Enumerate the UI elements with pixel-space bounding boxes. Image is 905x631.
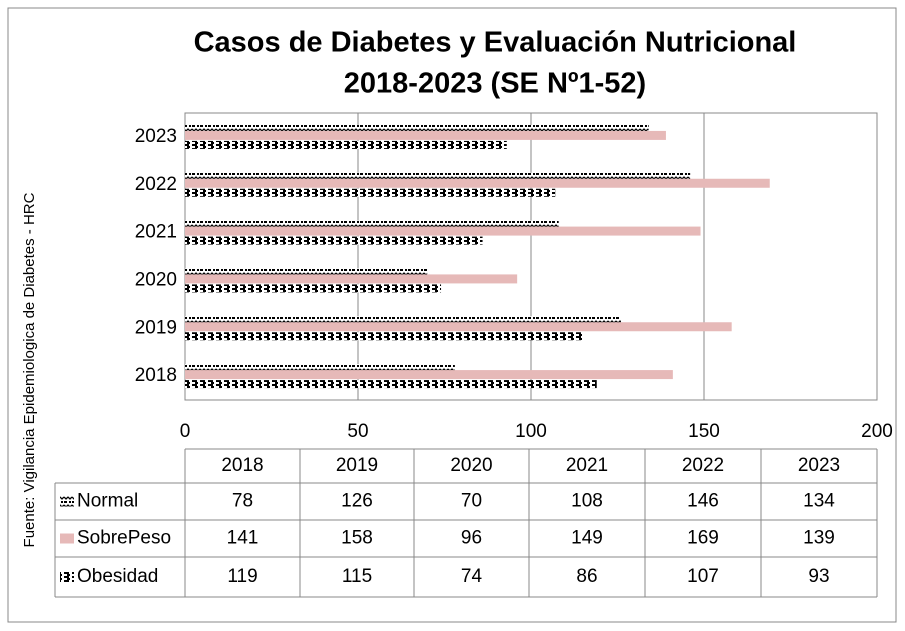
table-cell: 158 bbox=[341, 528, 373, 549]
table-header: 2023 bbox=[798, 455, 840, 476]
legend-key bbox=[60, 572, 74, 582]
bar bbox=[185, 380, 597, 389]
table-header: 2022 bbox=[682, 455, 724, 476]
table-header: 2018 bbox=[221, 455, 263, 476]
table-cell: 169 bbox=[687, 528, 719, 549]
table-cell: 86 bbox=[576, 566, 597, 587]
chart-title: 2018-2023 (SE Nº1-52) bbox=[344, 68, 646, 100]
table-cell: 74 bbox=[461, 566, 483, 587]
y-tick-label: 2023 bbox=[135, 126, 177, 147]
legend-label: Obesidad bbox=[77, 566, 158, 587]
table-cell: 119 bbox=[227, 566, 257, 587]
table-cell: 96 bbox=[461, 528, 482, 549]
x-tick-label: 100 bbox=[515, 421, 547, 442]
y-tick-label: 2018 bbox=[135, 365, 177, 386]
y-axis-label: Fuente: Vigilancia Epidemiologica de Dia… bbox=[21, 192, 38, 547]
table-cell: 107 bbox=[687, 566, 719, 587]
table-cell: 139 bbox=[803, 528, 835, 549]
legend-key bbox=[60, 533, 74, 544]
table-cell: 70 bbox=[461, 491, 482, 512]
bar bbox=[185, 124, 649, 133]
legend-key bbox=[60, 496, 74, 507]
bar bbox=[185, 332, 583, 341]
table-cell: 141 bbox=[227, 528, 259, 549]
y-tick-label: 2019 bbox=[135, 317, 177, 338]
bar bbox=[185, 172, 691, 181]
table-header: 2020 bbox=[450, 455, 492, 476]
y-tick-label: 2021 bbox=[135, 222, 177, 243]
table-cell: 126 bbox=[341, 491, 373, 512]
bar bbox=[185, 236, 483, 245]
table-header: 2021 bbox=[566, 455, 608, 476]
table-cell: 108 bbox=[571, 491, 603, 512]
table-cell: 134 bbox=[803, 491, 835, 512]
chart-title: Casos de Diabetes y Evaluación Nutricion… bbox=[194, 27, 797, 59]
table-cell: 149 bbox=[571, 528, 603, 549]
bar bbox=[185, 226, 701, 236]
bar bbox=[185, 178, 770, 188]
table-header: 2019 bbox=[336, 455, 378, 476]
x-tick-label: 150 bbox=[688, 421, 720, 442]
x-tick-label: 200 bbox=[861, 421, 893, 442]
bar bbox=[185, 268, 428, 277]
bar bbox=[185, 140, 507, 149]
legend-label: Normal bbox=[77, 491, 138, 512]
bar bbox=[185, 274, 518, 284]
table-cell: 78 bbox=[232, 491, 253, 512]
table-cell: 115 bbox=[342, 566, 372, 587]
x-tick-label: 0 bbox=[180, 421, 191, 442]
bar bbox=[185, 220, 559, 229]
bar bbox=[185, 316, 621, 325]
bar bbox=[185, 130, 666, 140]
table-cell: 146 bbox=[687, 491, 719, 512]
bar bbox=[185, 322, 732, 332]
x-tick-label: 50 bbox=[347, 421, 368, 442]
y-tick-label: 2020 bbox=[135, 269, 177, 290]
bar bbox=[185, 364, 455, 373]
bar bbox=[185, 370, 673, 380]
table-cell: 93 bbox=[808, 566, 829, 587]
legend-label: SobrePeso bbox=[77, 528, 171, 549]
bar bbox=[185, 284, 442, 293]
y-tick-label: 2022 bbox=[135, 174, 177, 195]
bar bbox=[185, 188, 556, 197]
